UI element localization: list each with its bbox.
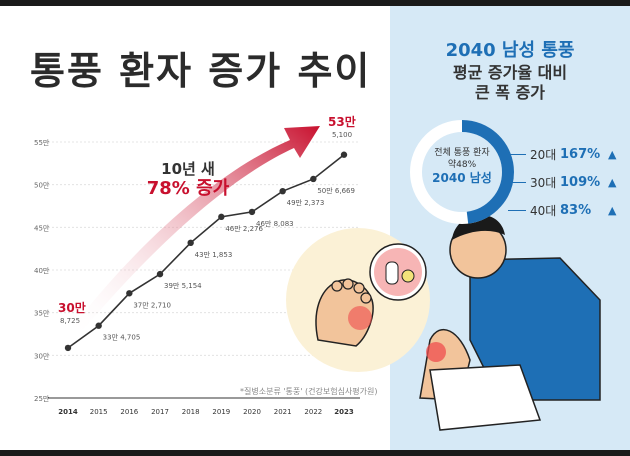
top-border [0,0,630,6]
last-value-label: 53만 [328,114,356,129]
connector-line [508,154,526,155]
data-point [95,322,102,329]
donut-label-line3: 2040 남성 [432,171,492,186]
arrow-up-icon: ▲ [608,175,617,189]
data-point [187,239,194,247]
donut-label: 전체 통풍 환자 약48% 2040 남성 [408,148,516,187]
age-stat-list: 20대 167% ▲ 30대 109% ▲ 40대 83% ▲ [530,140,630,224]
stat-percent: 167% [560,146,601,162]
x-tick-label: 2016 [120,408,138,416]
stat-row-20s: 20대 167% ▲ [530,140,630,168]
y-tick-label: 40만 [34,266,50,275]
bottom-border [0,450,630,456]
callout-line1: 10년 새 [161,160,215,178]
line-chart: 25만 30만 35만 40만 45만 50만 55만 2014 2015 2016 2017 201… [34,114,360,416]
y-tick-label: 55만 [34,138,50,147]
data-point [64,344,72,352]
x-tick-label: 2018 [182,408,200,416]
data-point [340,151,348,158]
man-with-foot-pain-icon [419,214,601,431]
stat-age: 20대 [530,147,557,162]
x-tick-label: 2014 [58,408,78,416]
data-label: 33만 4,705 [103,333,141,342]
x-tick-label: 2023 [334,408,354,416]
data-label: 49만 2,373 [287,198,325,207]
stat-percent: 83% [560,202,592,218]
stat-row-30s: 30대 109% ▲ [530,168,630,196]
data-label: 46만 2,276 [225,224,263,233]
x-tick-label: 2020 [243,408,261,416]
data-point [156,270,164,278]
y-tick-label: 50만 [34,181,50,190]
trend-arrow [70,126,320,336]
first-value-sublabel: 8,725 [60,317,80,325]
x-tick-label: 2021 [274,408,292,416]
right-title-line3: 큰 폭 증가 [474,82,546,102]
first-value-label: 30만 [58,300,86,315]
data-label: 39만 5,154 [164,281,202,290]
donut-label-line2: 약48% [447,159,477,170]
donut-share-arc [410,120,514,224]
data-point [248,208,256,216]
data-point [279,187,286,195]
x-tick-label: 2019 [212,408,230,416]
data-point [126,290,133,297]
stat-percent: 109% [560,174,601,190]
data-point [310,175,317,183]
connector-line [512,182,526,183]
data-label: 37만 2,710 [133,300,171,309]
x-tick-label: 2022 [304,408,322,416]
right-title-line1: 2040 남성 통풍 [445,40,575,61]
y-tick-label: 45만 [34,223,50,232]
stat-age: 40대 [530,203,557,218]
stat-row-40s: 40대 83% ▲ [530,196,630,224]
donut-label-line1: 전체 통풍 환자 [434,148,490,158]
data-label: 46만 8,083 [256,219,294,228]
joint-zoom-icon [369,243,427,301]
series-line [67,154,345,349]
data-label: 43만 1,853 [195,250,233,259]
share-donut-chart [410,120,514,224]
y-tick-label: 35만 [34,309,50,318]
left-panel [0,0,390,456]
connector-line [508,210,526,211]
source-note: *질병소분류 '통풍' (건강보험심사평가원) [240,387,378,396]
last-value-sublabel: 5,100 [332,131,352,139]
y-tick-label: 30만 [34,351,50,360]
growth-callout: 10년 새 78% 증가 [128,160,248,200]
stat-age: 30대 [530,175,557,190]
arrow-up-icon: ▲ [608,147,617,161]
right-title-line2: 평균 증가율 대비 [452,62,568,82]
y-tick-label: 25만 [34,394,50,403]
x-tick-label: 2017 [151,408,169,416]
arrow-up-icon: ▲ [608,203,617,217]
page-title: 통풍 환자 증가 추이 [30,49,372,93]
callout-line2: 78% 증가 [146,178,230,199]
right-panel-title: 2040 남성 통풍 평균 증가율 대비 큰 폭 증가 [390,40,630,103]
data-point [218,213,225,221]
x-tick-label: 2015 [90,408,108,416]
data-label: 50만 6,669 [317,186,355,195]
